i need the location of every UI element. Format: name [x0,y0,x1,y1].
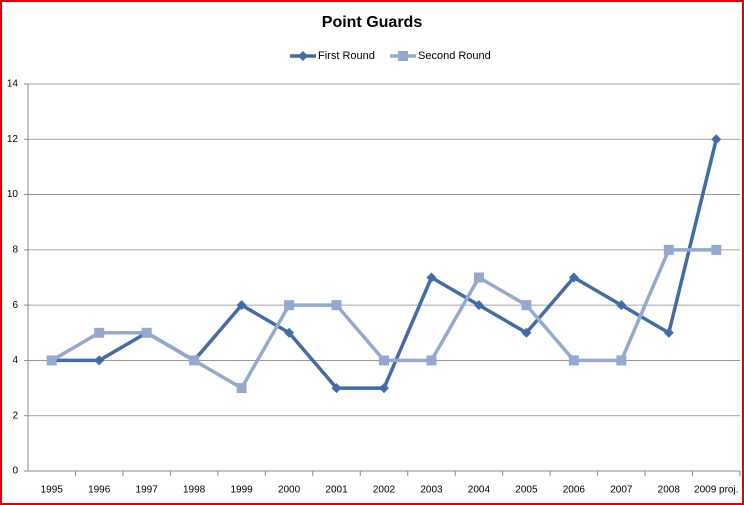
x-tick-label: 2007 [610,485,633,496]
data-point [426,272,437,283]
data-point [284,300,295,311]
x-tick-label: 2005 [515,485,538,496]
data-point [331,300,342,311]
data-point [521,327,532,338]
data-point [94,327,105,338]
y-tick-label: 12 [7,134,19,145]
data-point [568,272,579,283]
y-tick-label: 10 [7,189,19,200]
x-tick-label: 1995 [41,485,64,496]
x-tick-label: 1998 [183,485,206,496]
data-point [616,355,627,366]
data-point [663,327,674,338]
y-tick-label: 6 [12,300,18,311]
legend-label: Second Round [418,50,491,62]
y-tick-label: 14 [7,79,19,90]
data-point [521,300,532,311]
y-tick-label: 2 [12,410,18,421]
data-point [94,355,105,366]
x-tick-label: 2009 proj. [694,485,738,496]
chart-title: Point Guards [322,14,423,31]
legend-marker [398,51,408,61]
data-point [426,355,437,366]
x-tick-label: 2003 [420,485,443,496]
data-point [284,327,295,338]
x-tick-label: 2001 [325,485,348,496]
x-tick-label: 2002 [373,485,396,496]
y-tick-label: 8 [12,244,18,255]
data-point [379,383,389,394]
legend-marker [298,51,308,61]
x-tick-label: 1997 [136,485,159,496]
data-point [141,327,152,338]
data-point [711,134,722,145]
data-point [236,383,247,394]
data-point [711,244,722,255]
y-tick-label: 4 [12,355,18,366]
y-tick-label: 0 [12,466,18,477]
x-tick-label: 1996 [88,485,111,496]
data-point [663,244,674,255]
data-point [473,300,484,311]
data-point [568,355,579,366]
x-tick-label: 2004 [468,485,491,496]
x-tick-label: 2008 [658,485,681,496]
data-point [236,300,247,311]
x-tick-label: 2006 [563,485,586,496]
legend-label: First Round [318,50,375,62]
x-tick-label: 2000 [278,485,301,496]
data-point [616,300,627,311]
data-point [189,355,200,366]
data-point [473,272,484,283]
x-tick-label: 1999 [230,485,253,496]
data-point [331,383,342,394]
data-point [379,355,389,366]
data-point [46,355,57,366]
